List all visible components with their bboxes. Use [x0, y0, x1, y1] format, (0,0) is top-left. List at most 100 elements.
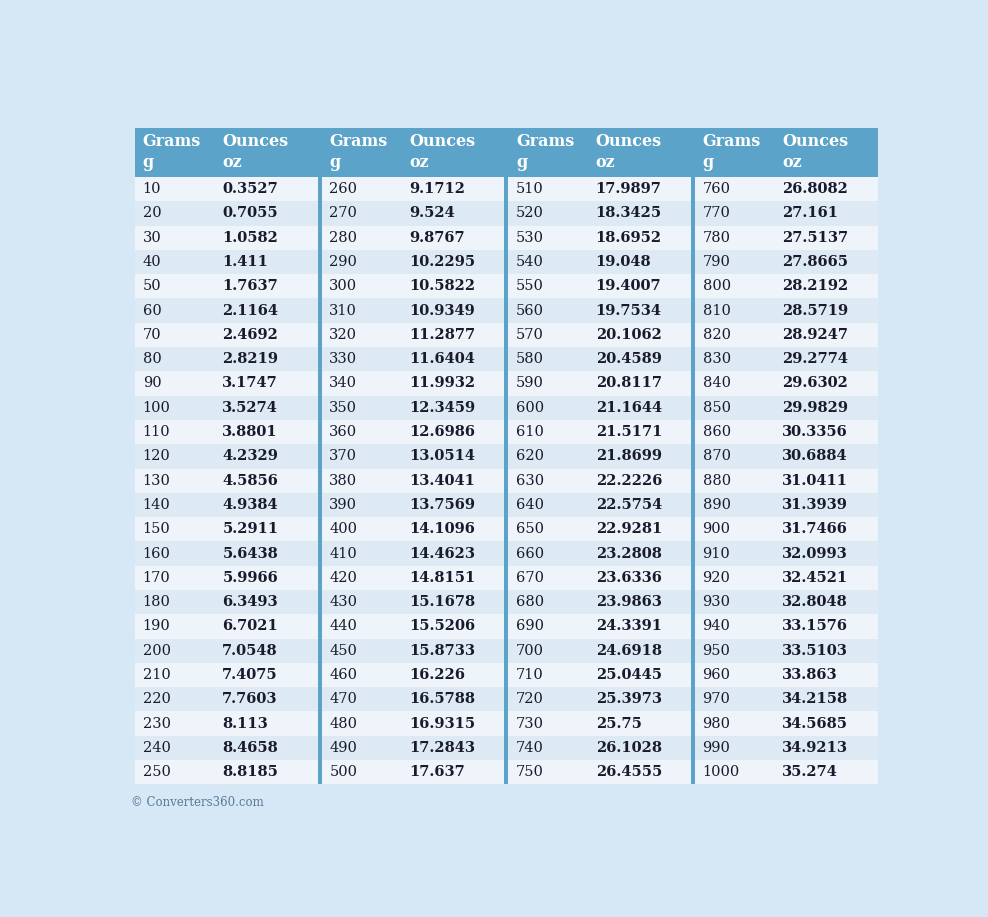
Text: 550: 550: [516, 280, 543, 293]
Text: 530: 530: [516, 231, 544, 245]
Text: 820: 820: [702, 328, 730, 342]
Text: 230: 230: [142, 716, 171, 731]
Bar: [322, 735, 505, 760]
Bar: [695, 420, 877, 444]
Text: 900: 900: [702, 523, 730, 536]
Text: 240: 240: [142, 741, 171, 755]
Bar: [691, 127, 695, 784]
Bar: [135, 566, 318, 590]
Text: 26.4555: 26.4555: [596, 765, 662, 779]
Bar: [508, 492, 691, 517]
Text: 16.226: 16.226: [409, 668, 465, 682]
Text: 610: 610: [516, 425, 543, 439]
Text: Ounces
oz: Ounces oz: [222, 133, 288, 171]
Text: 22.5754: 22.5754: [596, 498, 662, 512]
Text: Grams
g: Grams g: [329, 133, 387, 171]
Text: 330: 330: [329, 352, 358, 366]
Text: 420: 420: [329, 571, 358, 585]
Text: 20.8117: 20.8117: [596, 377, 662, 391]
Text: 23.6336: 23.6336: [596, 571, 662, 585]
Text: 34.5685: 34.5685: [782, 716, 849, 731]
Bar: [505, 127, 508, 784]
Bar: [695, 347, 877, 371]
Text: 7.0548: 7.0548: [222, 644, 278, 657]
Text: 810: 810: [702, 304, 730, 317]
Text: 5.6438: 5.6438: [222, 547, 278, 560]
Bar: [508, 469, 691, 492]
Text: 14.1096: 14.1096: [409, 523, 475, 536]
Text: 21.1644: 21.1644: [596, 401, 662, 414]
Bar: [322, 201, 505, 226]
Text: 740: 740: [516, 741, 543, 755]
Bar: [695, 371, 877, 395]
Bar: [695, 492, 877, 517]
Text: 3.5274: 3.5274: [222, 401, 279, 414]
Bar: [695, 663, 877, 687]
Text: 1.411: 1.411: [222, 255, 269, 269]
Bar: [508, 735, 691, 760]
Text: 11.6404: 11.6404: [409, 352, 475, 366]
Bar: [322, 395, 505, 420]
Text: 270: 270: [329, 206, 358, 220]
Text: 870: 870: [702, 449, 730, 463]
Text: 16.9315: 16.9315: [409, 716, 475, 731]
Bar: [695, 274, 877, 298]
Bar: [695, 177, 877, 201]
Bar: [695, 614, 877, 638]
Text: 25.75: 25.75: [596, 716, 641, 731]
Text: 730: 730: [516, 716, 544, 731]
Text: Ounces
oz: Ounces oz: [596, 133, 662, 171]
Text: 640: 640: [516, 498, 544, 512]
Text: 18.3425: 18.3425: [596, 206, 662, 220]
Text: 560: 560: [516, 304, 544, 317]
Bar: [322, 566, 505, 590]
Text: 0.3527: 0.3527: [222, 182, 278, 196]
Text: 33.863: 33.863: [782, 668, 838, 682]
Text: 140: 140: [142, 498, 170, 512]
Text: 860: 860: [702, 425, 731, 439]
Text: 210: 210: [142, 668, 170, 682]
Text: Ounces
oz: Ounces oz: [409, 133, 475, 171]
Text: 4.5856: 4.5856: [222, 474, 279, 488]
Bar: [135, 249, 318, 274]
Text: 830: 830: [702, 352, 731, 366]
Text: 3.8801: 3.8801: [222, 425, 278, 439]
Text: 13.0514: 13.0514: [409, 449, 475, 463]
Text: 720: 720: [516, 692, 543, 706]
Text: 320: 320: [329, 328, 358, 342]
Bar: [322, 347, 505, 371]
Text: 690: 690: [516, 619, 544, 634]
Bar: [695, 541, 877, 566]
Text: 350: 350: [329, 401, 358, 414]
Text: 0.7055: 0.7055: [222, 206, 278, 220]
Text: 260: 260: [329, 182, 358, 196]
Text: 480: 480: [329, 716, 358, 731]
Bar: [135, 687, 318, 712]
Text: 60: 60: [142, 304, 161, 317]
Text: 250: 250: [142, 765, 171, 779]
Text: Grams
g: Grams g: [516, 133, 574, 171]
Bar: [508, 760, 691, 784]
Text: 4.2329: 4.2329: [222, 449, 279, 463]
Text: 80: 80: [142, 352, 161, 366]
Text: 33.1576: 33.1576: [782, 619, 849, 634]
Text: 410: 410: [329, 547, 357, 560]
Text: 26.8082: 26.8082: [782, 182, 848, 196]
Bar: [695, 735, 877, 760]
Text: 170: 170: [142, 571, 170, 585]
Text: 40: 40: [142, 255, 161, 269]
Bar: [508, 274, 691, 298]
Bar: [695, 687, 877, 712]
Text: 700: 700: [516, 644, 544, 657]
Text: 30.3356: 30.3356: [782, 425, 848, 439]
Text: 280: 280: [329, 231, 358, 245]
Text: 770: 770: [702, 206, 730, 220]
Bar: [322, 687, 505, 712]
Text: 20.1062: 20.1062: [596, 328, 662, 342]
Bar: [695, 249, 877, 274]
Bar: [322, 444, 505, 469]
Text: 620: 620: [516, 449, 544, 463]
Bar: [322, 323, 505, 347]
Bar: [695, 444, 877, 469]
Bar: [695, 712, 877, 735]
